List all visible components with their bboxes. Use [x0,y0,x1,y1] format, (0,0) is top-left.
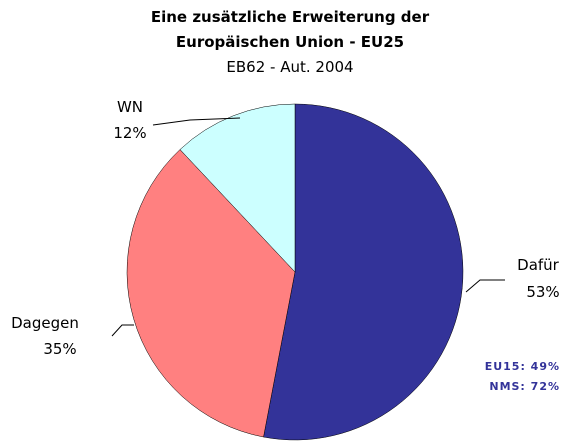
slice-label: WN [117,98,143,116]
pie-slice [263,103,464,441]
leader-line [152,117,241,126]
chart-subtitle: EB62 - Aut. 2004 [226,58,353,76]
leader-line [111,324,134,337]
annotation: NMS: 72% [489,380,560,393]
pie-slice [179,103,296,273]
slice-value-label: 12% [113,124,146,142]
slice-label: Dagegen [11,314,79,332]
leader-line [465,279,505,293]
pie-slice [126,149,296,438]
slice-value-label: 35% [43,340,76,358]
chart-title: Eine zusätzliche Erweiterung der [151,8,430,26]
annotation: EU15: 49% [485,360,560,373]
chart-title: Europäischen Union - EU25 [176,33,404,51]
slice-label: Dafür [517,256,560,274]
slice-value-label: 53% [526,283,559,301]
